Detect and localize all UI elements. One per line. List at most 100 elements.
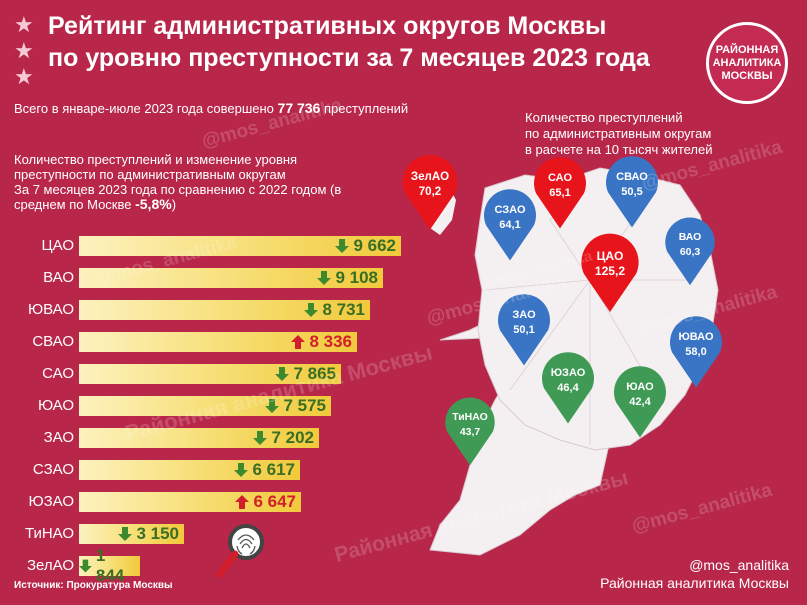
bar-value-label: 6 617 (252, 460, 295, 479)
bar: 7 575 (79, 396, 331, 416)
map-pin-marker (484, 189, 536, 261)
bar-value-label: 7 575 (283, 396, 326, 415)
arrow-down-icon (234, 463, 249, 477)
magnifier-fingerprint-icon (214, 522, 266, 585)
bar-value-label: 7 202 (271, 428, 314, 447)
map-pin-marker (665, 217, 715, 286)
map-pin-marker (670, 316, 722, 388)
logo-line-2: АНАЛИТИКА (712, 56, 782, 69)
bar-label: ЦАО (41, 237, 74, 254)
map-pin-marker (402, 154, 458, 230)
bar-label: ЗАО (43, 429, 74, 446)
map-pin-district-label: СЗАО (494, 204, 525, 216)
bar: 7 865 (79, 364, 341, 384)
map-pin-value-label: 58,0 (685, 346, 706, 358)
map-pin-district-label: ЗАО (512, 309, 536, 321)
arrow-down-icon (304, 303, 319, 317)
map-pin-district-label: ЮАО (626, 381, 654, 393)
left-header-line-1: Количество преступлений и изменение уров… (14, 152, 298, 167)
title-line-2: по уровню преступности за 7 месяцев 2023… (48, 44, 650, 72)
bar-label: ЮВАО (27, 301, 74, 318)
footer-name: Районная аналитика Москвы (600, 575, 789, 591)
total-crimes-text: Всего в январе-июле 2023 года совершено … (14, 100, 408, 116)
map-pin: ЗАО 50,1 (498, 294, 550, 366)
bar: 6 647 (79, 492, 301, 512)
bar-label: СЗАО (32, 461, 74, 478)
decorative-stars: ★ ★ ★ (14, 12, 36, 90)
map-pin-marker (534, 157, 586, 229)
total-prefix: Всего в январе-июле 2023 года совершено (14, 101, 274, 116)
map-pin: САО 65,1 (534, 157, 586, 229)
map-pin-value-label: 125,2 (595, 264, 626, 278)
map-pins: ЗелАО 70,2 САО 65,1 СВАО 50,5 СЗАО 64,1 ВАО 60,3 Ц… (402, 154, 722, 466)
bar-value-label: 8 731 (322, 300, 365, 319)
footer-handle: @mos_analitika (689, 557, 789, 573)
bar-value-label: 3 150 (136, 524, 179, 543)
star-icon: ★ (14, 38, 34, 63)
map-pin-district-label: СВАО (616, 171, 648, 183)
bar: 3 150 (79, 524, 184, 544)
map-pin-value-label: 50,5 (621, 186, 642, 198)
logo-line-3: МОСКВЫ (721, 69, 773, 82)
map-pin-district-label: ЦАО (597, 249, 624, 263)
arrow-down-icon (253, 431, 268, 445)
chart-title: Рейтинг административных округов Москвы … (48, 10, 668, 74)
bar-value-label: 9 108 (335, 268, 378, 287)
total-suffix: преступлений (323, 101, 409, 116)
arrow-up-icon (235, 495, 250, 509)
bar-label: ЮАО (38, 397, 74, 414)
arrow-down-icon (275, 367, 290, 381)
bar: 1 844 (79, 546, 140, 585)
map-pin: СВАО 50,5 (606, 156, 658, 228)
left-header-line-4-end: ) (171, 197, 177, 212)
map-pin-district-label: ЮЗАО (551, 367, 586, 379)
map-pin-marker (614, 366, 666, 438)
bar-label: ЗелАО (27, 557, 74, 574)
arrow-up-icon (291, 335, 306, 349)
map-pin-marker (581, 233, 639, 313)
bar: 7 202 (79, 428, 319, 448)
map-pin-marker (498, 294, 550, 366)
map-pin: ЮЗАО 46,4 (542, 352, 594, 424)
map-pin: ЮВАО 58,0 (670, 316, 722, 388)
map-pin-marker (606, 156, 658, 228)
map-pin-value-label: 70,2 (419, 186, 441, 198)
map-pin: ЗелАО 70,2 (402, 154, 458, 230)
map-pin-value-label: 42,4 (629, 396, 651, 408)
left-header-line-2: преступности по административным округам (14, 167, 286, 182)
map-pin-value-label: 60,3 (680, 247, 701, 258)
bar-label: ТиНАО (24, 525, 74, 542)
moscow-map: ЗелАО 70,2 САО 65,1 СВАО 50,5 СЗАО 64,1 ВАО 60,3 Ц… (402, 154, 722, 556)
total-value: 77 736 (277, 100, 321, 116)
map-pin-value-label: 50,1 (513, 324, 534, 336)
map-pin: ВАО 60,3 (665, 217, 715, 286)
map-pin-value-label: 43,7 (460, 427, 481, 438)
arrow-down-icon (79, 559, 92, 573)
map-pin: ЮАО 42,4 (614, 366, 666, 438)
logo-line-1: РАЙОННАЯ (715, 43, 779, 56)
map-pin-value-label: 65,1 (549, 187, 570, 199)
map-pin: ТиНАО 43,7 (445, 397, 495, 466)
title-line-1: Рейтинг административных округов Москвы (48, 12, 607, 40)
map-pin-marker (542, 352, 594, 424)
bar-label: ЮЗАО (28, 493, 74, 510)
bar: 8 731 (79, 300, 370, 320)
bar-value-label: 9 662 (353, 236, 396, 255)
map-pin-district-label: ЗелАО (411, 171, 449, 183)
bar: 6 617 (79, 460, 300, 480)
arrow-down-icon (317, 271, 332, 285)
footer-credits: @mos_analitika Районная аналитика Москвы (600, 556, 789, 592)
bar: 9 108 (79, 268, 383, 288)
map-pin-marker (445, 397, 495, 466)
star-icon: ★ (14, 64, 34, 89)
map-header: Количество преступлений по административ… (525, 110, 765, 158)
source-note: Источник: Прокуратура Москвы (14, 580, 173, 591)
map-pin-district-label: САО (548, 172, 572, 184)
right-header-line-3: в расчете на 10 тысяч жителей (525, 142, 713, 157)
map-pin-district-label: ВАО (679, 232, 702, 243)
bar-value-label: 1 844 (95, 546, 125, 585)
moscow-average-change: -5,8% (135, 196, 172, 212)
arrow-down-icon (118, 527, 133, 541)
right-header-line-1: Количество преступлений (525, 110, 683, 125)
